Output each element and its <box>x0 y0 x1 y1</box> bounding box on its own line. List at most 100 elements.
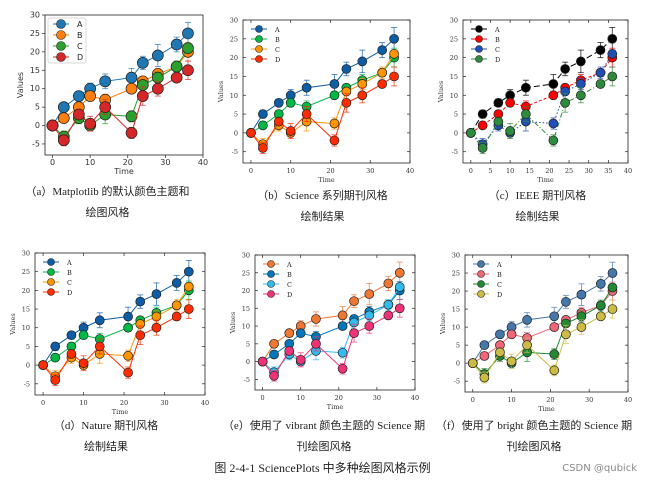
data-point-D <box>273 116 284 127</box>
data-point-C <box>607 49 618 59</box>
y-tick-label: 5 <box>454 111 458 119</box>
x-tick-label: 30 <box>585 167 593 175</box>
data-point-C <box>548 118 559 129</box>
legend-marker <box>56 30 66 40</box>
y-axis-label: Values <box>16 72 25 98</box>
legend-marker <box>56 41 66 51</box>
y-tick-label: 10 <box>30 84 40 93</box>
data-point-B <box>506 329 517 340</box>
data-point-A <box>123 311 133 322</box>
y-tick-label: 20 <box>242 287 250 295</box>
y-tick-label: 15 <box>242 305 250 313</box>
data-point-D <box>78 358 89 369</box>
data-point-C <box>607 282 618 293</box>
data-point-D <box>183 304 194 314</box>
y-tick-label: -5 <box>244 376 250 384</box>
y-tick-label: 5 <box>246 340 250 348</box>
y-tick-label: 0 <box>234 129 238 137</box>
data-point-D <box>560 97 570 108</box>
x-tick-label: 20 <box>335 394 343 402</box>
data-point-D <box>548 135 559 146</box>
series-line-B <box>472 290 613 364</box>
x-tick-label: 40 <box>201 399 209 407</box>
legend-marker <box>477 290 485 298</box>
x-axis-label: Time <box>112 408 129 416</box>
data-point-D <box>246 128 256 138</box>
x-tick-label: 30 <box>585 396 593 404</box>
data-point-D <box>135 330 146 341</box>
data-point-A <box>560 64 570 74</box>
x-tick-label: 10 <box>506 167 514 175</box>
data-point-C <box>389 49 399 59</box>
data-point-D <box>595 311 606 322</box>
legend-marker <box>56 52 66 62</box>
data-point-A <box>284 328 295 339</box>
panel-caption-c-line1: （c）IEEE 期刊风格 <box>488 190 587 202</box>
legend-label: A <box>274 26 280 34</box>
legend-marker <box>47 268 55 276</box>
x-axis-label: Time <box>113 167 134 176</box>
data-point-A <box>258 109 268 119</box>
data-point-A <box>99 75 112 88</box>
legend-label: D <box>275 56 280 64</box>
x-axis-label: Time <box>318 176 335 184</box>
x-tick-label: 40 <box>624 167 632 175</box>
series-line-A <box>470 38 613 134</box>
x-tick-label: 10 <box>79 399 87 407</box>
x-tick-label: 40 <box>406 167 414 175</box>
series-line-B <box>52 51 189 126</box>
data-point-D <box>337 363 348 374</box>
data-point-D <box>258 143 268 153</box>
data-point-D <box>521 109 531 119</box>
y-tick-label: 5 <box>35 103 40 112</box>
data-point-D <box>383 310 394 321</box>
data-point-D <box>284 346 295 356</box>
x-axis-label: Time <box>537 176 554 184</box>
data-point-D <box>269 370 279 381</box>
data-point-D <box>389 71 399 82</box>
data-point-D <box>329 135 340 146</box>
x-tick-label: 30 <box>160 158 170 167</box>
series-line-D <box>52 69 189 142</box>
series-line-B <box>42 290 190 366</box>
y-tick-label: 5 <box>456 342 460 350</box>
legend-marker <box>56 19 66 29</box>
y-tick-label: 0 <box>454 129 458 137</box>
data-point-A <box>595 278 606 289</box>
watermark: CSDN @qubick <box>562 463 637 474</box>
data-point-A <box>522 315 532 325</box>
data-point-D <box>99 101 112 113</box>
data-point-D <box>479 372 490 383</box>
legend-label: A <box>66 259 72 267</box>
data-point-D <box>576 322 587 332</box>
x-tick-label: 20 <box>545 167 553 175</box>
data-point-C <box>329 118 340 129</box>
series-line-D <box>262 307 401 377</box>
panel-caption-d-line1: （d）Nature 期刊风格 <box>53 420 159 432</box>
series-line-A <box>52 33 189 126</box>
legend-marker <box>267 290 275 298</box>
data-point-D <box>505 126 515 136</box>
x-tick-label: 25 <box>565 167 573 175</box>
legend-marker <box>255 25 263 33</box>
y-tick-label: 25 <box>452 270 460 278</box>
data-point-D <box>171 311 182 322</box>
x-tick-label: 10 <box>287 167 295 175</box>
data-point-D <box>595 79 606 89</box>
data-point-A <box>337 310 348 321</box>
data-point-B <box>329 90 340 101</box>
data-point-A <box>383 278 394 289</box>
data-point-C <box>337 347 348 358</box>
legend-marker <box>475 25 483 33</box>
x-tick-label: 5 <box>488 167 492 175</box>
data-point-D <box>123 367 133 378</box>
data-point-A <box>273 97 284 108</box>
series-line-B <box>470 57 613 134</box>
data-point-C <box>394 282 405 292</box>
data-point-D <box>549 365 560 376</box>
data-point-C <box>171 300 182 311</box>
data-point-B <box>50 352 61 363</box>
legend-marker <box>47 288 55 296</box>
legend-marker <box>477 270 485 278</box>
